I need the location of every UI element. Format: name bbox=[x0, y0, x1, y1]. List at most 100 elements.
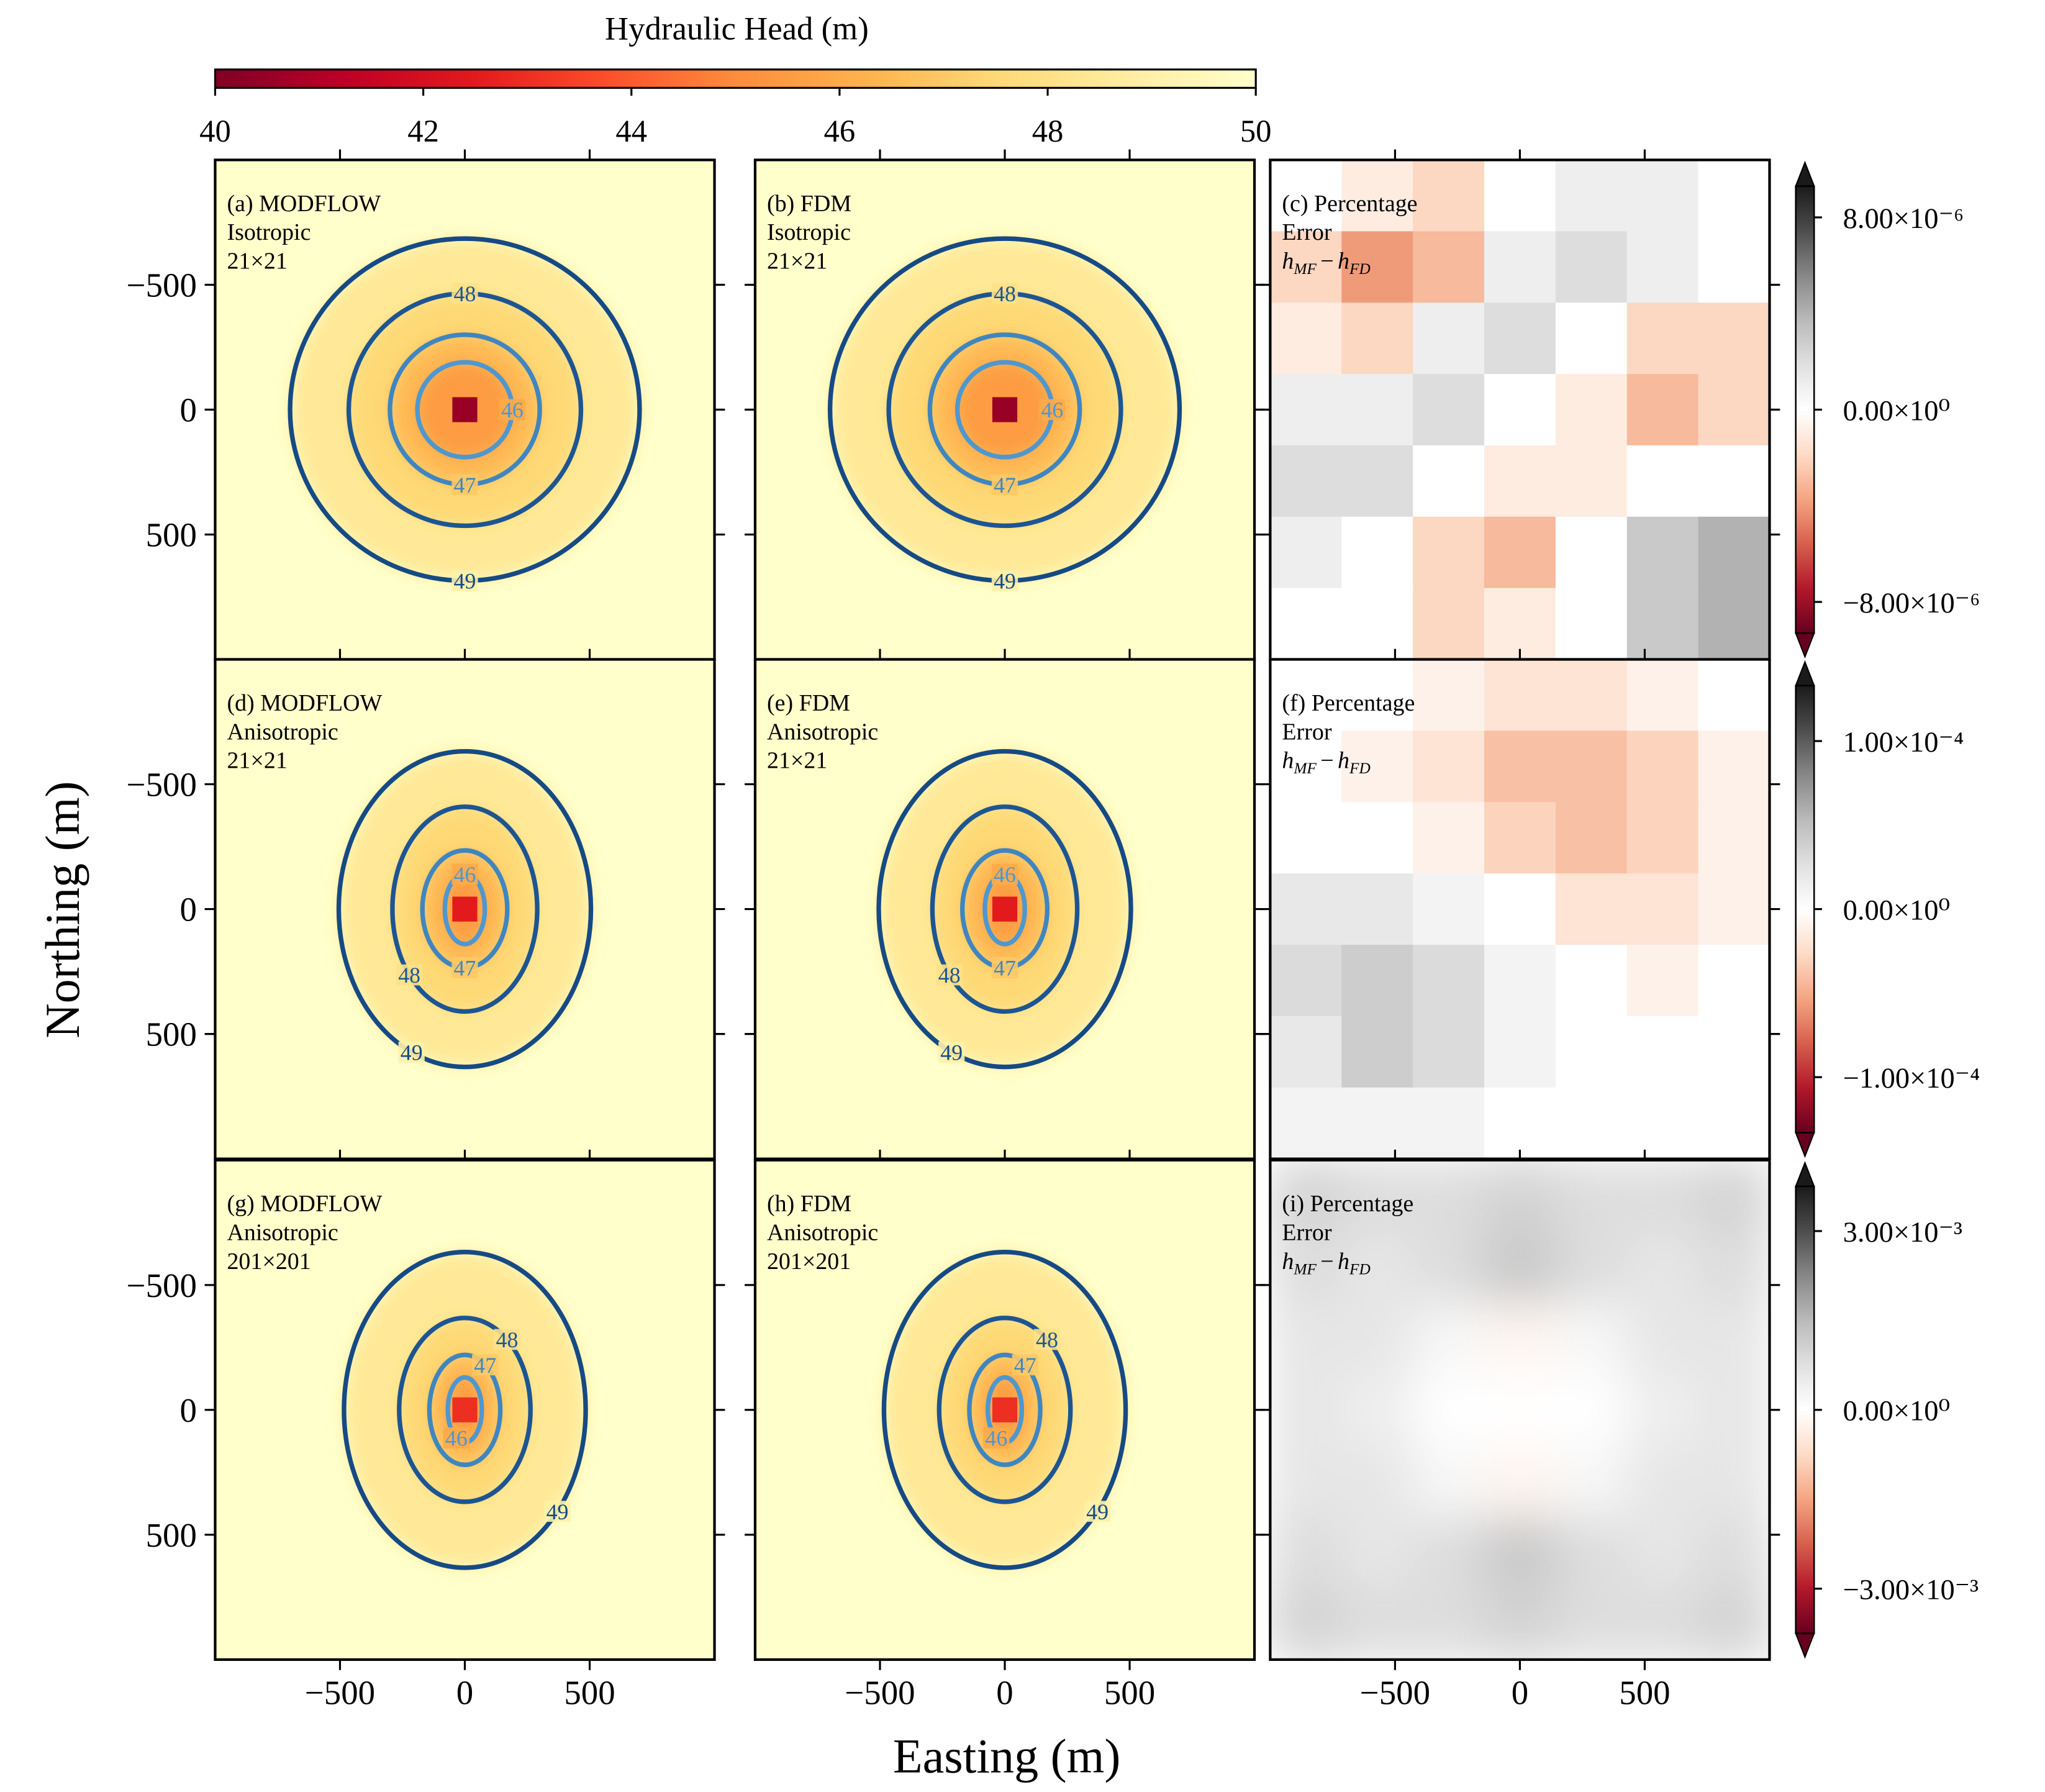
panel bbox=[1270, 659, 1770, 1159]
error-cell bbox=[1413, 374, 1485, 447]
error-cell bbox=[1413, 945, 1485, 1017]
y-tick-label: −500 bbox=[127, 1267, 197, 1304]
formula-sub: FD bbox=[1349, 260, 1371, 278]
error-cell bbox=[1413, 231, 1485, 304]
error-cell bbox=[1698, 1087, 1770, 1159]
error-cell bbox=[1341, 730, 1414, 803]
panel-formula: hMF − hFD bbox=[1282, 248, 1370, 278]
error-cell bbox=[1341, 1231, 1414, 1304]
error-cell bbox=[1341, 659, 1414, 732]
contour-line bbox=[397, 1316, 533, 1504]
contour-label-bg bbox=[544, 1501, 571, 1522]
error-cell bbox=[1270, 445, 1343, 517]
error-cell bbox=[1698, 1016, 1770, 1088]
error-cell bbox=[1413, 730, 1485, 803]
error-cell bbox=[1270, 1231, 1343, 1304]
panel-label: (b) FDM bbox=[767, 191, 851, 217]
error-cell bbox=[1270, 1087, 1343, 1159]
error-cell bbox=[1626, 1303, 1699, 1375]
error-cell bbox=[1626, 1087, 1699, 1159]
formula-base: h bbox=[1282, 1248, 1294, 1275]
error-field bbox=[1270, 1160, 1770, 1660]
error-cell bbox=[1270, 659, 1343, 732]
error-cell bbox=[1698, 802, 1770, 875]
error-cell bbox=[1341, 1445, 1414, 1518]
error-cell bbox=[1341, 802, 1414, 875]
error-cell bbox=[1341, 1374, 1414, 1447]
error-cell bbox=[1413, 1160, 1485, 1232]
error-cell bbox=[1270, 588, 1343, 660]
error-cell bbox=[1413, 1231, 1485, 1304]
error-cell bbox=[1484, 160, 1556, 232]
error-cell bbox=[1698, 231, 1770, 304]
panel-label: (h) FDM bbox=[767, 1191, 851, 1217]
error-cell bbox=[1698, 160, 1770, 232]
contour-label: 48 bbox=[938, 963, 961, 988]
error-cell bbox=[1555, 1016, 1628, 1088]
error-cell bbox=[1626, 1588, 1699, 1660]
error-cell bbox=[1626, 1016, 1699, 1088]
error-cell bbox=[1626, 1231, 1699, 1304]
error-cell bbox=[1555, 1231, 1628, 1304]
error-cell bbox=[1413, 1303, 1485, 1375]
error-cell bbox=[1341, 160, 1414, 232]
contour-line bbox=[390, 804, 540, 1014]
formula-sub: FD bbox=[1349, 760, 1371, 777]
error-cell bbox=[1341, 1016, 1414, 1088]
panel-label: 21×21 bbox=[767, 748, 827, 774]
error-cell bbox=[1413, 1517, 1485, 1590]
error-cell bbox=[1698, 1517, 1770, 1590]
error-cell bbox=[1484, 1517, 1556, 1590]
panel-label: (c) Percentage bbox=[1282, 191, 1417, 217]
panel-label: 201×201 bbox=[227, 1248, 311, 1275]
error-cell bbox=[1626, 659, 1699, 732]
error-cell bbox=[1484, 945, 1556, 1017]
contour-label-bg bbox=[451, 957, 478, 978]
contour-label-bg bbox=[936, 964, 963, 986]
error-cell bbox=[1484, 1588, 1556, 1660]
contour-line bbox=[427, 1352, 503, 1467]
error-cell bbox=[1413, 588, 1485, 660]
error-cell bbox=[1626, 1374, 1699, 1447]
error-cell bbox=[1555, 1517, 1628, 1590]
error-cell bbox=[1341, 445, 1414, 517]
contour-label: 46 bbox=[1041, 398, 1063, 422]
error-cell bbox=[1413, 1087, 1485, 1159]
x-tick-label: −500 bbox=[305, 1674, 375, 1712]
error-cell bbox=[1270, 1303, 1343, 1375]
error-cell bbox=[1341, 1588, 1414, 1660]
error-cell bbox=[1341, 945, 1414, 1017]
formula-base: h bbox=[1338, 748, 1349, 774]
error-cell bbox=[1484, 516, 1556, 589]
formula-base: h bbox=[1338, 1248, 1349, 1275]
contour-label: 48 bbox=[1036, 1327, 1058, 1352]
y-tick-label: −500 bbox=[127, 266, 197, 304]
error-cell bbox=[1413, 873, 1485, 946]
error-cell bbox=[1413, 445, 1485, 517]
x-tick-label: 500 bbox=[564, 1674, 615, 1712]
contour-label: 48 bbox=[398, 963, 420, 988]
error-cell bbox=[1341, 1160, 1414, 1232]
formula-sub: MF bbox=[1293, 260, 1317, 278]
error-cell bbox=[1626, 1160, 1699, 1232]
error-cell bbox=[1484, 730, 1556, 803]
error-cell bbox=[1698, 516, 1770, 589]
error-cell bbox=[1484, 231, 1556, 304]
colorbar-extend-top bbox=[1795, 160, 1815, 187]
panel-label: 201×201 bbox=[767, 1248, 851, 1275]
colorbar-extend-top bbox=[1795, 1161, 1815, 1188]
contour-label: 47 bbox=[474, 1353, 496, 1378]
colorbar-extend-top bbox=[1795, 660, 1815, 686]
formula-sub: FD bbox=[1349, 1260, 1371, 1278]
colorbar bbox=[214, 68, 1257, 89]
error-cell bbox=[1484, 659, 1556, 732]
error-colorbar bbox=[1795, 685, 1815, 1133]
formula-base: h bbox=[1282, 748, 1294, 774]
error-cell bbox=[1626, 1445, 1699, 1518]
panel-formula: hMF − hFD bbox=[1282, 748, 1370, 777]
error-cell bbox=[1413, 1588, 1485, 1660]
formula-sub: MF bbox=[1293, 1260, 1317, 1278]
error-cell bbox=[1626, 374, 1699, 447]
